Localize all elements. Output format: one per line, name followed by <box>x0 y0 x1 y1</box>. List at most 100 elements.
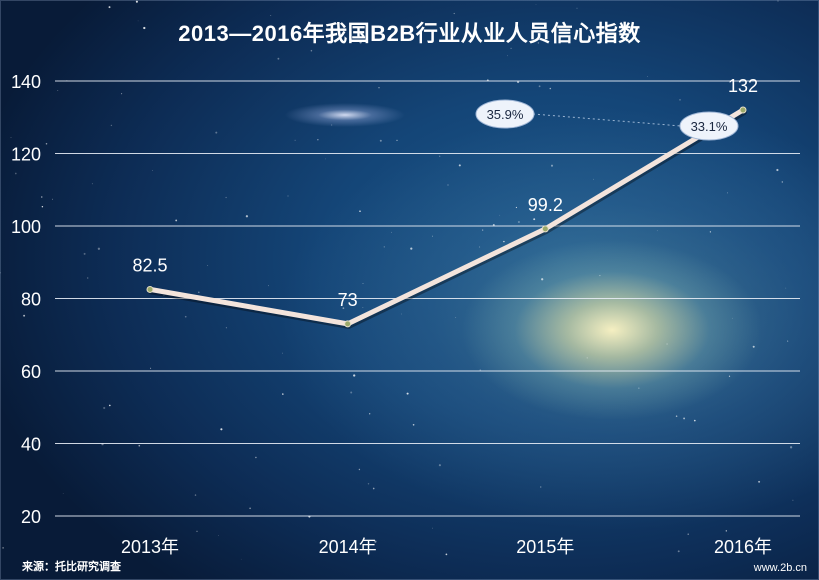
star <box>310 49 313 52</box>
star <box>41 196 43 198</box>
star <box>367 483 370 485</box>
star <box>438 464 441 467</box>
star <box>362 283 364 284</box>
series-line-shadow <box>148 109 747 329</box>
star <box>455 317 457 319</box>
data-label: 82.5 <box>132 255 167 275</box>
star <box>432 235 433 237</box>
star <box>535 3 537 5</box>
star <box>163 294 165 297</box>
star <box>432 527 433 529</box>
star <box>540 486 542 488</box>
data-point <box>541 225 549 233</box>
star <box>549 87 552 90</box>
star <box>515 206 517 209</box>
star <box>396 139 398 142</box>
star <box>91 183 93 185</box>
star <box>14 172 17 175</box>
growth-bubble <box>679 111 739 141</box>
star <box>687 533 689 535</box>
star <box>41 205 44 208</box>
star <box>317 139 319 141</box>
star <box>282 352 283 354</box>
y-tick-label: 80 <box>21 290 41 310</box>
star <box>225 327 227 329</box>
star <box>391 231 392 233</box>
star <box>372 487 375 490</box>
star <box>666 343 668 345</box>
star <box>62 493 64 494</box>
star <box>406 392 409 395</box>
star <box>103 406 106 410</box>
star <box>586 357 588 359</box>
star <box>97 247 101 250</box>
star <box>776 168 779 172</box>
star <box>675 415 678 417</box>
star <box>325 158 326 160</box>
star <box>781 181 783 183</box>
star <box>38 229 40 232</box>
star <box>507 55 508 57</box>
growth-label: 35.9% <box>487 107 524 122</box>
star <box>358 468 361 471</box>
data-label: 99.2 <box>528 195 563 215</box>
star <box>693 419 696 422</box>
star <box>503 240 505 243</box>
star <box>679 99 681 101</box>
source-note: 来源：托比研究调查 <box>22 561 121 573</box>
star <box>121 93 123 95</box>
star <box>482 229 484 231</box>
site-url: www.2b.cn <box>753 562 807 574</box>
data-label: 132 <box>728 76 758 96</box>
star <box>404 28 406 30</box>
data-point <box>739 106 747 114</box>
star <box>268 285 269 287</box>
star <box>725 530 727 532</box>
star <box>479 369 482 371</box>
star <box>445 553 448 556</box>
star <box>374 540 377 543</box>
star <box>410 247 413 250</box>
star <box>218 535 219 536</box>
star <box>401 313 402 315</box>
annotation-connector <box>532 113 682 127</box>
star <box>458 164 461 167</box>
star <box>215 131 218 134</box>
star <box>137 20 139 22</box>
star <box>538 85 541 88</box>
star <box>533 218 536 221</box>
y-tick-label: 60 <box>21 362 41 382</box>
star <box>709 231 712 233</box>
x-tick-label: 2013年 <box>121 537 179 557</box>
star <box>731 317 733 319</box>
star <box>108 404 111 407</box>
x-tick-label: 2015年 <box>516 537 574 557</box>
star <box>379 139 382 142</box>
y-tick-label: 100 <box>11 217 41 237</box>
x-tick-label: 2016年 <box>714 537 772 557</box>
star <box>196 530 198 532</box>
star <box>383 246 385 248</box>
y-tick-label: 40 <box>21 435 41 455</box>
star <box>83 252 86 255</box>
star <box>245 215 249 218</box>
star <box>175 219 178 222</box>
star <box>447 184 449 186</box>
star <box>240 558 242 560</box>
star <box>108 6 111 9</box>
star <box>359 41 362 44</box>
data-label: 73 <box>338 290 358 310</box>
star <box>0 272 1 274</box>
y-tick-label: 120 <box>11 145 41 165</box>
star <box>479 246 481 248</box>
star <box>593 178 595 180</box>
star <box>135 0 138 3</box>
star <box>353 374 356 377</box>
star <box>2 547 4 549</box>
star <box>517 220 520 224</box>
star <box>184 315 187 318</box>
star <box>110 124 113 127</box>
star <box>752 345 755 348</box>
star <box>550 164 554 167</box>
star <box>350 391 353 394</box>
